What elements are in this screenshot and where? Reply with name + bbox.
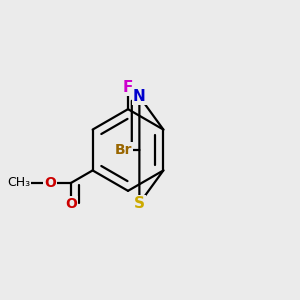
- Text: O: O: [65, 197, 77, 211]
- Text: S: S: [134, 196, 145, 211]
- Text: Br: Br: [115, 143, 132, 157]
- Text: O: O: [44, 176, 56, 190]
- Text: CH₃: CH₃: [7, 176, 30, 189]
- Text: N: N: [133, 89, 146, 104]
- Text: F: F: [123, 80, 133, 95]
